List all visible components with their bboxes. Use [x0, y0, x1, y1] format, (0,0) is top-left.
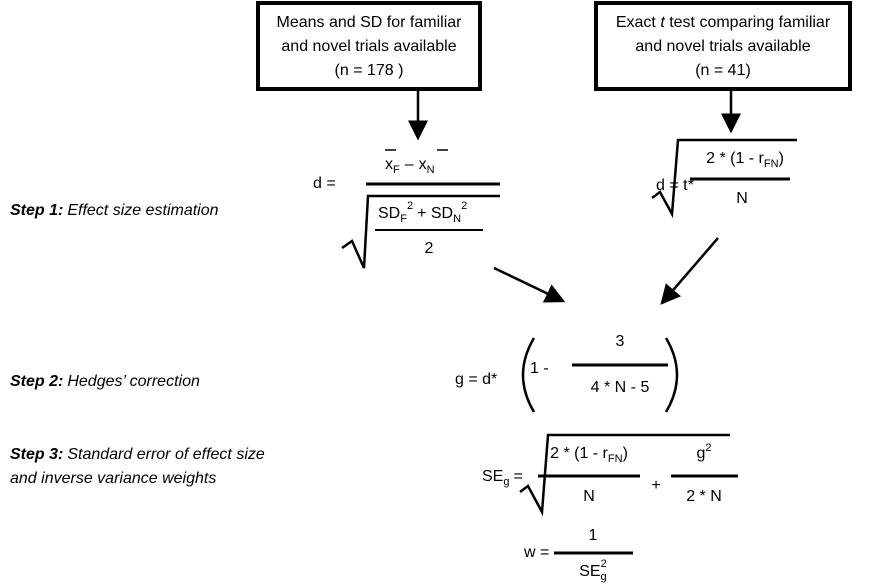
arrow — [660, 237, 719, 305]
sqrt — [341, 194, 500, 269]
formula-text: N — [583, 488, 595, 505]
subscript: N — [453, 213, 461, 225]
sqrt — [651, 138, 797, 219]
text: x — [385, 156, 393, 173]
subscript: FN — [608, 453, 623, 465]
text: – — [405, 156, 414, 173]
text: ) — [623, 445, 628, 462]
paren — [664, 337, 679, 413]
box-text: Exact t test comparing familiar — [616, 14, 831, 31]
superscript: 2 — [407, 200, 413, 212]
text: + SD — [417, 205, 453, 222]
text: Exact — [616, 14, 660, 31]
formula-text: 2 — [425, 240, 434, 257]
box — [594, 1, 852, 91]
subscript: g — [601, 571, 607, 583]
box-text: and novel trials available — [281, 38, 456, 55]
formula-text: g2 — [696, 442, 711, 462]
step-label: Step 3: — [10, 446, 63, 463]
formula-text: 2 * N — [686, 488, 722, 505]
formula-text: N — [736, 190, 748, 207]
text: ) — [779, 150, 784, 167]
formula-text: SEg2 — [579, 558, 607, 583]
text: t — [660, 14, 665, 31]
text: test comparing familiar — [665, 14, 831, 31]
box — [256, 1, 482, 91]
formula-text: + — [651, 477, 660, 494]
formula-lhs: SEg = — [482, 468, 523, 488]
text: g — [696, 445, 705, 462]
subscript: N — [427, 164, 435, 176]
formula-lhs: d = — [313, 175, 336, 192]
step-text: Standard error of effect size — [67, 446, 265, 463]
formula-lhs: w = — [523, 544, 549, 561]
step-text: Effect size estimation — [67, 202, 218, 219]
text: = — [513, 468, 522, 485]
superscript: 2 — [461, 200, 467, 212]
text: SD — [378, 205, 400, 222]
box-text: and novel trials available — [635, 38, 810, 55]
subscript: g — [503, 476, 509, 488]
superscript: 2 — [601, 558, 607, 570]
text: x — [419, 156, 427, 173]
text: 2 * (1 - r — [706, 150, 764, 167]
superscript: 2 — [705, 442, 711, 454]
step-label: Step 2: — [10, 373, 63, 390]
formula-text: 1 - — [530, 360, 549, 377]
step: Step 1: Effect size estimation — [10, 202, 219, 219]
step: Step 3: Standard error of effect size — [10, 446, 265, 463]
formula-text: 4 * N - 5 — [591, 379, 650, 396]
formula-text: xF – xN — [385, 156, 435, 176]
box-text: Means and SD for familiar — [277, 14, 463, 31]
formula-lhs: g = d* — [455, 371, 497, 388]
box-text: (n = 41) — [695, 62, 751, 79]
formula-text: SDF2 + SDN2 — [378, 200, 467, 225]
box-text: (n = 178 ) — [335, 62, 404, 79]
paren — [521, 337, 536, 413]
subscript: F — [400, 213, 407, 225]
formula-text: 2 * (1 - rFN) — [550, 445, 628, 465]
text: SE — [482, 468, 503, 485]
arrow — [493, 266, 566, 303]
formula-text: 1 — [589, 527, 598, 544]
formula-text: 2 * (1 - rFN) — [706, 150, 784, 170]
step-text: Hedges’ correction — [67, 373, 200, 390]
step-text: and inverse variance weights — [10, 470, 216, 487]
subscript: FN — [764, 158, 779, 170]
text: 2 * (1 - r — [550, 445, 608, 462]
formula-text: 3 — [616, 333, 625, 350]
sqrt — [519, 433, 730, 517]
step: Step 2: Hedges’ correction — [10, 373, 200, 390]
step-label: Step 1: — [10, 202, 63, 219]
text: SE — [579, 563, 600, 580]
subscript: F — [393, 164, 400, 176]
